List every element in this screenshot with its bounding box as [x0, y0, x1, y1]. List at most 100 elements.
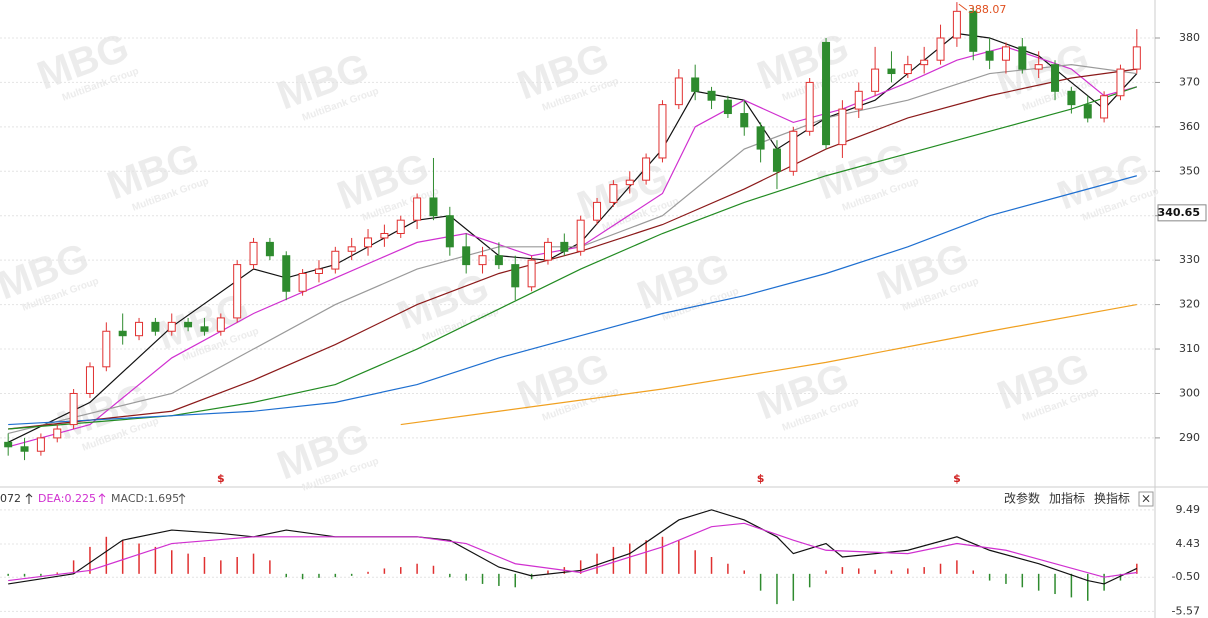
candle-body [625, 179, 634, 186]
candle-body [920, 59, 929, 66]
candle-body [707, 90, 716, 101]
candle-body [265, 241, 274, 257]
moving-average [8, 68, 1137, 430]
candle-body [364, 237, 373, 248]
candle-body [1100, 95, 1109, 119]
candle-body [822, 41, 831, 146]
candle-body [511, 264, 520, 288]
candle-body [1067, 90, 1076, 106]
candle-body [314, 268, 323, 274]
button[interactable]: 加指标 [1049, 491, 1085, 506]
candle-body [396, 219, 405, 235]
candle-body [200, 326, 209, 332]
candle-body [69, 392, 78, 426]
candle-body [494, 255, 503, 266]
candle-body [674, 77, 683, 106]
candle-body [1034, 64, 1043, 70]
candle-body [478, 255, 487, 266]
close-button[interactable]: × [1141, 492, 1151, 506]
candle-body [723, 99, 732, 115]
y-tick-label: 350 [1179, 164, 1200, 177]
candle-body [102, 330, 111, 368]
close-box[interactable] [1138, 491, 1154, 507]
candle-body [118, 330, 127, 337]
candle-body [4, 441, 13, 448]
dif-label: 072 [0, 492, 21, 505]
candle-body [740, 113, 749, 128]
candle-body [527, 259, 536, 288]
candle-body [969, 10, 978, 52]
candle-body [560, 241, 569, 252]
y-tick-label: 300 [1179, 386, 1200, 399]
candle-body [1132, 46, 1141, 70]
arrow-icon [98, 493, 106, 504]
candle-body [53, 428, 62, 439]
candle-body [429, 197, 438, 217]
candle-body [609, 184, 618, 203]
button[interactable]: 换指标 [1094, 491, 1130, 506]
candle-body [952, 10, 961, 39]
dividend-marker: $ [953, 472, 961, 485]
candle-body [151, 321, 160, 332]
candle-body [331, 250, 340, 270]
dividend-marker: $ [757, 472, 765, 485]
candle-body [445, 215, 454, 248]
candle-body [936, 37, 945, 61]
cursor-price-box [1157, 204, 1207, 222]
dea-line [8, 522, 1137, 582]
candle-body [887, 68, 896, 75]
candle-body [985, 50, 994, 61]
arrow-icon [25, 493, 33, 504]
candle-body [135, 321, 144, 337]
moving-average [8, 86, 1138, 430]
candle-body [772, 148, 781, 172]
cursor-price: 340.65 [1158, 206, 1200, 219]
macd-label: MACD:1.695 [111, 492, 179, 505]
high-label: 388.07 [968, 3, 1007, 16]
candle-body [1018, 46, 1027, 70]
candle-body [216, 317, 225, 332]
candle-body [184, 321, 193, 328]
y-tick-label: 310 [1179, 342, 1200, 355]
moving-average [400, 304, 1137, 426]
y-tick-label: 370 [1179, 75, 1200, 88]
y-tick-label: -0.50 [1172, 570, 1200, 583]
candle-body [298, 272, 307, 292]
candle-body [838, 108, 847, 146]
arrow-icon [178, 493, 186, 504]
candle-body [1116, 68, 1125, 97]
candle-body [233, 264, 242, 319]
moving-average [8, 175, 1137, 426]
y-tick-label: -5.57 [1172, 604, 1200, 617]
candle-body [805, 81, 814, 132]
candle-body [543, 241, 552, 261]
candle-body [462, 246, 471, 266]
candle-body [249, 241, 258, 266]
dividend-marker: $ [217, 472, 225, 485]
candle-body [85, 366, 94, 394]
candle-body [854, 90, 863, 110]
y-tick-label: 320 [1179, 298, 1200, 311]
moving-average [8, 46, 1137, 448]
y-tick-label: 380 [1179, 31, 1200, 44]
candle-body [658, 104, 667, 159]
candle-body [20, 446, 29, 452]
high-pointer [958, 3, 968, 11]
dif-line [8, 509, 1138, 585]
y-tick-label: 290 [1179, 431, 1200, 444]
candle-body [282, 255, 291, 292]
candle-body [1083, 104, 1092, 119]
button[interactable]: 改参数 [1004, 491, 1040, 506]
y-tick-label: 9.49 [1176, 503, 1201, 516]
candle-body [789, 130, 798, 172]
candle-body [413, 197, 422, 221]
candle-body [1051, 64, 1060, 92]
y-tick-label: 4.43 [1176, 537, 1201, 550]
candle-body [347, 246, 356, 252]
moving-average [8, 64, 1137, 435]
candle-body [871, 68, 880, 92]
candle-body [167, 321, 176, 332]
candle-body [691, 77, 700, 92]
